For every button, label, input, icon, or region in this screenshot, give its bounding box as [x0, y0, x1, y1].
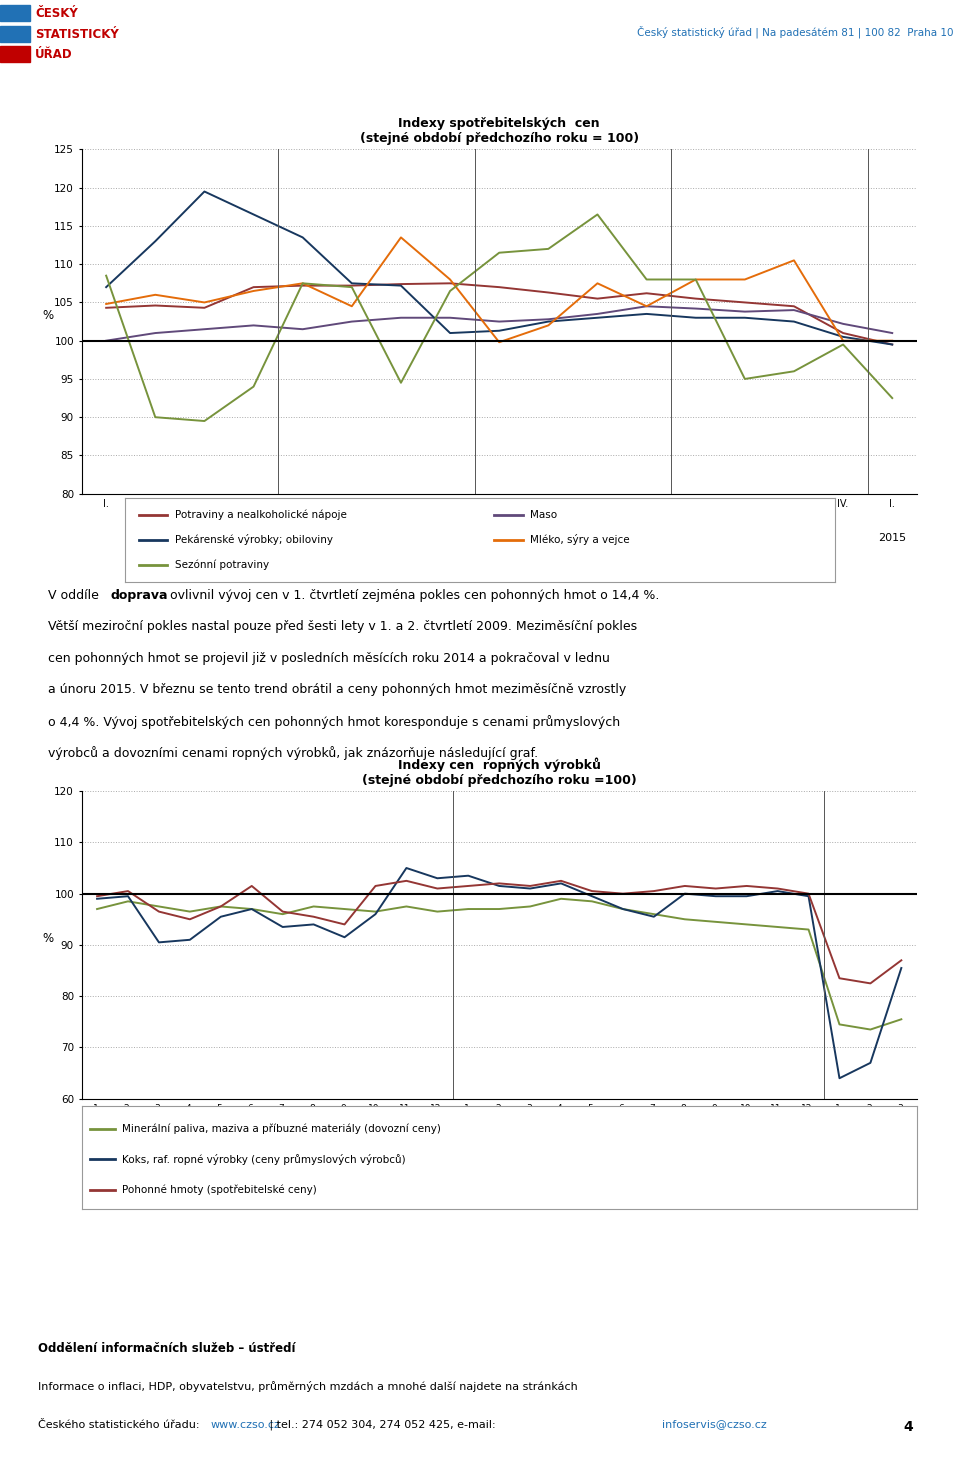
Text: 4: 4	[903, 1420, 913, 1434]
Text: Informace o inflaci, HDP, obyvatelstvu, průměrných mzdách a mnohé další najdete : Informace o inflaci, HDP, obyvatelstvu, …	[38, 1380, 578, 1392]
Title: Indexy cen  ropných výrobků
(stejné období předchozího roku =100): Indexy cen ropných výrobků (stejné obdob…	[362, 757, 636, 787]
Text: Potraviny a nealkoholické nápoje: Potraviny a nealkoholické nápoje	[175, 510, 347, 520]
Text: 2015: 2015	[878, 533, 906, 542]
Text: ČESKÝ: ČESKÝ	[35, 7, 78, 21]
Text: a únoru 2015. V březnu se tento trend obrátil a ceny pohonných hmot meziměsíčně : a únoru 2015. V březnu se tento trend ob…	[48, 684, 626, 696]
Text: Maso: Maso	[530, 510, 557, 520]
Text: infoservis@czso.cz: infoservis@czso.cz	[662, 1420, 767, 1430]
Text: Minerální paliva, maziva a příbuzné materiály (dovozní ceny): Minerální paliva, maziva a příbuzné mate…	[122, 1124, 441, 1134]
Text: ovlivnil vývoj cen v 1. čtvrtletí zejména pokles cen pohonných hmot o 14,4 %.: ovlivnil vývoj cen v 1. čtvrtletí zejmén…	[166, 589, 660, 602]
Text: Pekárenské výrobky; obiloviny: Pekárenské výrobky; obiloviny	[175, 535, 332, 545]
Text: cen pohonných hmot se projevil již v posledních měsících roku 2014 a pokračoval : cen pohonných hmot se projevil již v pos…	[48, 652, 610, 665]
Text: ÚŘAD: ÚŘAD	[35, 48, 73, 62]
Text: STATISTICKÝ: STATISTICKÝ	[35, 28, 119, 41]
Text: www.czso.cz: www.czso.cz	[210, 1420, 280, 1430]
Bar	[0, 6, 30, 22]
Y-axis label: %: %	[42, 932, 54, 945]
Text: 2014: 2014	[624, 1130, 653, 1140]
Text: 2011: 2011	[166, 533, 194, 542]
Text: doprava: doprava	[111, 589, 168, 602]
Text: 2012: 2012	[362, 533, 391, 542]
Text: Koks, raf. ropné výrobky (ceny průmyslových výrobců): Koks, raf. ropné výrobky (ceny průmyslov…	[122, 1154, 405, 1165]
Text: 2015: 2015	[841, 1130, 869, 1140]
Title: Indexy spotřebitelských  cen
(stejné období předchozího roku = 100): Indexy spotřebitelských cen (stejné obdo…	[360, 117, 638, 145]
Text: 2014: 2014	[756, 533, 783, 542]
Text: 2013: 2013	[559, 533, 587, 542]
Text: V oddíle: V oddíle	[48, 589, 103, 602]
Text: výrobců a dovozními cenami ropných výrobků, jak znázorňuje následující graf.: výrobců a dovozními cenami ropných výrob…	[48, 747, 539, 760]
Text: o 4,4 %. Vývoj spotřebitelských cen pohonných hmot koresponduje s cenami průmysl: o 4,4 %. Vývoj spotřebitelských cen poho…	[48, 715, 620, 730]
Text: Sezónní potraviny: Sezónní potraviny	[175, 560, 269, 570]
Text: Český statistický úřad | Na padesátém 81 | 100 82  Praha 10: Český statistický úřad | Na padesátém 81…	[636, 26, 953, 38]
Text: Pohonné hmoty (spotřebitelské ceny): Pohonné hmoty (spotřebitelské ceny)	[122, 1185, 317, 1195]
Text: Českého statistického úřadu:: Českého statistického úřadu:	[38, 1420, 204, 1430]
Text: ANALÝZA: ANALÝZA	[24, 92, 115, 110]
Text: | tel.: 274 052 304, 274 052 425, e-mail:: | tel.: 274 052 304, 274 052 425, e-mail…	[266, 1420, 499, 1430]
Bar	[0, 26, 30, 42]
Y-axis label: %: %	[42, 309, 54, 322]
Text: 2013: 2013	[253, 1130, 281, 1140]
Bar	[0, 47, 30, 63]
Text: Větší meziroční pokles nastal pouze před šesti lety v 1. a 2. čtvrtletí 2009. Me: Větší meziroční pokles nastal pouze před…	[48, 621, 637, 633]
Text: Mléko, sýry a vejce: Mléko, sýry a vejce	[530, 535, 630, 545]
Text: Oddělení informačních služeb – ústředí: Oddělení informačních služeb – ústředí	[38, 1342, 296, 1355]
